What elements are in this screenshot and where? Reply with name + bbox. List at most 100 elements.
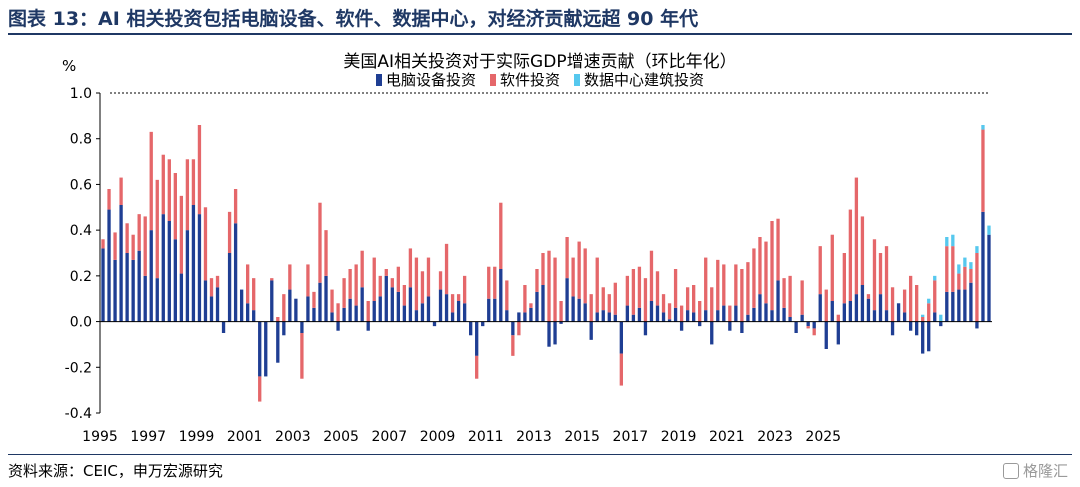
legend-swatch-computers <box>375 73 382 86</box>
bar-software <box>384 269 388 276</box>
bar-computers <box>915 321 919 336</box>
bar-software <box>637 266 642 308</box>
bar-computers <box>908 321 913 331</box>
chart-title: 美国AI相关投资对于实际GDP增速贡献（环比年化） <box>343 52 737 72</box>
bar-software <box>408 248 413 288</box>
bar-computers <box>456 301 461 322</box>
bar-software <box>710 287 714 322</box>
bar-software <box>806 326 810 329</box>
bar-software <box>252 278 256 311</box>
bar-computers <box>812 321 816 329</box>
bar-datacenter <box>951 234 955 247</box>
bar-computers <box>499 269 503 322</box>
bar-computers <box>143 275 147 322</box>
y-axis-unit: % <box>62 57 77 75</box>
bar-software <box>131 234 135 260</box>
bar-software <box>685 287 690 311</box>
bar-computers <box>390 287 394 322</box>
bar-computers <box>987 234 991 322</box>
bar-computers <box>396 291 400 322</box>
bar-software <box>915 285 919 322</box>
bar-computers <box>782 307 786 322</box>
x-tick-label: 2025 <box>805 429 841 445</box>
x-tick-label: 2011 <box>468 429 504 445</box>
bar-software <box>661 294 666 313</box>
bar-software <box>185 159 190 231</box>
bar-computers <box>378 296 382 322</box>
bar-computers <box>511 321 515 336</box>
bar-software <box>282 294 286 322</box>
bar-software <box>499 202 503 269</box>
x-tick-label: 2013 <box>516 429 552 445</box>
bar-software <box>848 209 853 301</box>
bar-computers <box>426 296 431 322</box>
bar-software <box>547 250 551 322</box>
bar-software <box>493 266 497 299</box>
bar-chart: 1.0 0.8 0.6 0.4 0.2 0.0 -0.2 -0.4 1995 1997 1999 20… <box>65 86 992 445</box>
bar-computers <box>462 303 467 322</box>
legend-swatch-software <box>489 73 496 86</box>
legend-item-datacenter: 数据中心建筑投资 <box>574 69 704 90</box>
bar-software <box>679 305 684 322</box>
bar-software <box>113 232 117 260</box>
bar-computers <box>794 321 798 333</box>
bar-software <box>523 285 527 313</box>
bar-software <box>312 291 316 308</box>
bar-software <box>589 294 593 322</box>
watermark-text: 格隆汇 <box>1022 462 1068 480</box>
bar-computers <box>583 303 587 322</box>
bar-computers <box>300 321 304 333</box>
bar-computers <box>824 321 828 349</box>
bar-computers <box>221 321 226 333</box>
bar-software <box>872 239 877 311</box>
bar-software <box>137 214 141 251</box>
bar-software <box>878 253 883 295</box>
bar-computers <box>330 312 334 322</box>
bar-software <box>276 317 280 322</box>
bar-computers <box>692 312 696 322</box>
bar-software <box>698 301 702 322</box>
bar-computers <box>179 273 184 322</box>
bar-computers <box>227 253 232 322</box>
bar-datacenter <box>981 125 985 130</box>
bar-software <box>378 275 382 297</box>
bar-computers <box>101 248 105 322</box>
bar-software <box>752 248 756 308</box>
bar-software <box>366 301 370 322</box>
bar-software <box>836 314 840 322</box>
bar-software <box>258 376 262 402</box>
bar-software <box>577 241 581 299</box>
bar-software <box>306 264 310 297</box>
bar-software <box>921 317 925 322</box>
bar-computers <box>963 289 967 322</box>
bar-datacenter <box>933 275 937 281</box>
bar-software <box>360 250 364 288</box>
figure-title: 图表 13：AI 相关投资包括电脑设备、软件、数据中心，对经济贡献远超 90 年… <box>8 8 699 30</box>
x-tick-label: 1997 <box>130 429 166 445</box>
bar-software <box>951 246 955 292</box>
bar-software <box>318 202 322 283</box>
bar-software <box>420 271 425 304</box>
bar-computers <box>167 221 171 322</box>
bar-software <box>601 287 605 311</box>
bar-datacenter <box>975 246 979 253</box>
x-tick-label: 2021 <box>709 429 745 445</box>
x-tick-label: 2001 <box>227 429 263 445</box>
bar-computers <box>438 289 443 322</box>
bar-software <box>716 259 720 311</box>
bar-software <box>728 305 732 322</box>
bar-software <box>981 129 985 212</box>
bar-computers <box>270 280 274 322</box>
bar-computers <box>637 307 642 322</box>
bar-computers <box>469 321 473 336</box>
bar-software <box>125 223 129 253</box>
bar-software <box>655 271 660 306</box>
bar-computers <box>559 321 563 324</box>
bar-software <box>933 280 937 313</box>
bar-computers <box>746 314 750 322</box>
x-tick-label: 2005 <box>323 429 359 445</box>
bar-software <box>209 278 214 297</box>
bar-software <box>945 246 949 292</box>
bar-software <box>764 241 768 304</box>
bar-computers <box>336 321 340 331</box>
